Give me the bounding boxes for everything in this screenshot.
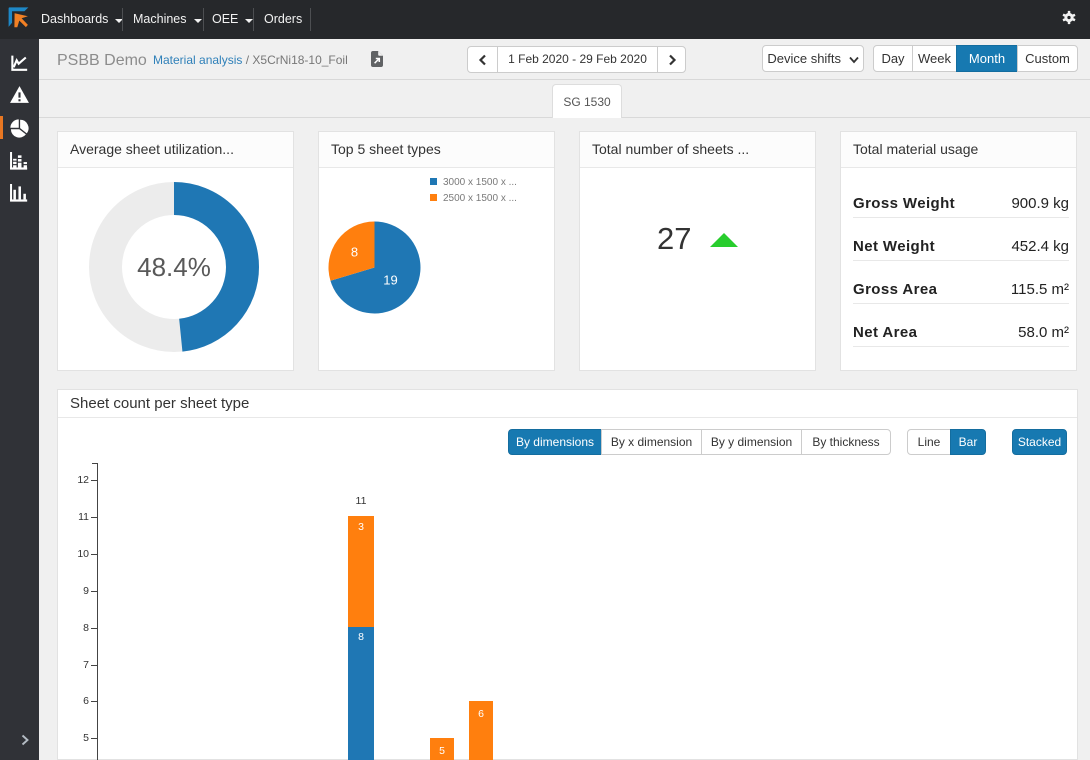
svg-text:19: 19 [383, 273, 397, 288]
svg-text:48.4%: 48.4% [137, 252, 211, 282]
svg-text:8: 8 [351, 245, 358, 260]
